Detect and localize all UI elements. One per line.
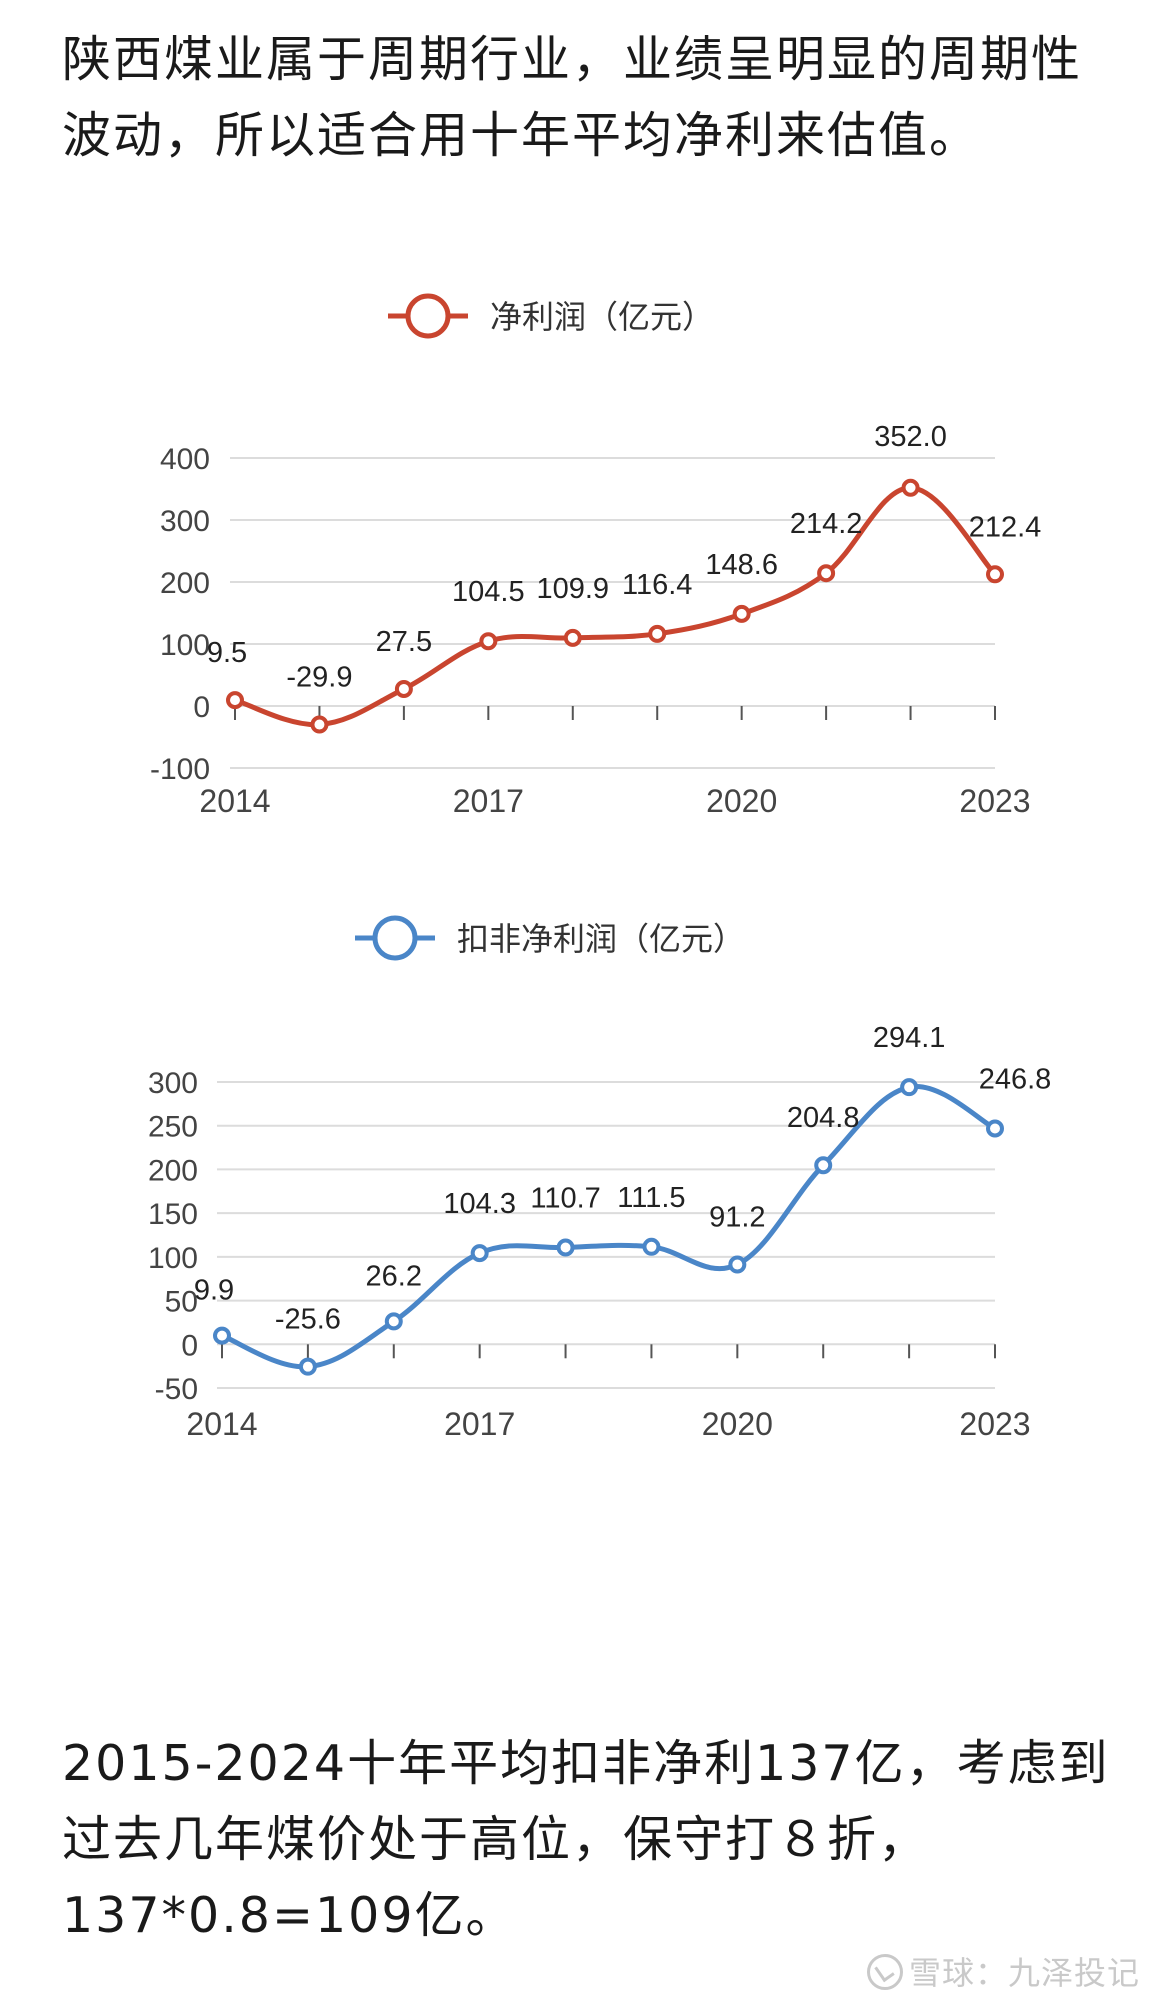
watermark-text: 雪球：九泽投记 — [908, 1954, 1140, 1992]
legend: 净利润（亿元） — [388, 293, 714, 339]
data-point — [384, 1312, 403, 1331]
data-label: -29.9 — [286, 662, 352, 694]
data-label: 27.5 — [376, 626, 432, 658]
data-point — [901, 478, 920, 497]
snowball-logo-icon — [866, 1954, 903, 1990]
data-label: 91.2 — [709, 1202, 765, 1234]
legend-label: 净利润（亿元） — [490, 299, 714, 335]
data-label: 9.5 — [207, 637, 247, 669]
data-label: 204.8 — [787, 1102, 860, 1134]
y-tick-label: 400 — [160, 443, 210, 476]
data-label: 26.2 — [366, 1260, 422, 1292]
data-label: -25.6 — [275, 1304, 341, 1336]
x-tick-label: 2014 — [199, 783, 270, 819]
y-tick-label: 250 — [148, 1111, 198, 1144]
legend: 扣非净利润（亿元） — [355, 915, 745, 961]
data-point — [642, 1237, 661, 1256]
data-label: 214.2 — [790, 508, 863, 540]
x-tick-label: 2023 — [959, 1406, 1030, 1442]
legend-label: 扣非净利润（亿元） — [457, 921, 745, 957]
data-point — [310, 715, 329, 734]
y-tick-label: 0 — [181, 1329, 198, 1362]
deducted-net-profit-chart: 扣非净利润（亿元） 300 250 200 150 100 50 0 -50 2014 2017 20… — [0, 900, 1170, 1460]
x-tick-label: 2017 — [444, 1406, 515, 1442]
data-point — [986, 1119, 1004, 1138]
x-tick-label: 2020 — [706, 783, 777, 819]
data-point — [213, 1326, 231, 1345]
y-tick-label: 300 — [148, 1067, 198, 1100]
x-tick-label: 2017 — [453, 783, 524, 819]
outro-paragraph: 2015-2024十年平均扣非净利137亿，考虑到过去几年煤价处于高位，保守打８… — [62, 1735, 1110, 1944]
data-point — [817, 564, 836, 583]
data-point — [394, 679, 413, 698]
data-point — [732, 604, 751, 623]
y-tick-label: 0 — [193, 691, 210, 724]
data-label: 148.6 — [705, 549, 778, 581]
y-tick-label: -100 — [150, 753, 210, 786]
data-label: 212.4 — [969, 511, 1042, 543]
data-label: 110.7 — [530, 1183, 600, 1215]
data-point — [479, 632, 498, 651]
data-point — [986, 565, 1004, 584]
y-tick-label: -50 — [155, 1373, 198, 1406]
data-point — [470, 1244, 489, 1263]
series-line — [221, 1083, 997, 1370]
legend-marker — [372, 915, 418, 961]
y-tick-label: 100 — [160, 629, 210, 662]
data-point — [226, 691, 244, 710]
data-label: 246.8 — [979, 1064, 1052, 1096]
gridlines: 400 300 200 100 0 -100 — [150, 443, 996, 786]
data-label: 104.3 — [443, 1188, 516, 1220]
data-point — [648, 624, 667, 643]
legend-marker — [405, 293, 451, 339]
data-label: 294.1 — [873, 1022, 946, 1054]
x-tick-label: 2020 — [702, 1406, 773, 1442]
watermark: 雪球：九泽投记 — [866, 1948, 1140, 1994]
gridlines: 300 250 200 150 100 50 0 -50 — [148, 1067, 996, 1406]
data-point — [556, 1238, 575, 1257]
x-tick-label: 2014 — [186, 1406, 257, 1442]
y-tick-label: 100 — [148, 1242, 198, 1275]
y-tick-label: 200 — [160, 567, 210, 600]
net-profit-chart: 净利润（亿元） 400 300 200 100 0 -100 2014 2017 2020 2023… — [0, 270, 1170, 850]
data-label: 116.4 — [622, 569, 692, 601]
y-tick-label: 200 — [148, 1154, 198, 1187]
data-point — [814, 1156, 833, 1175]
data-label: 352.0 — [874, 421, 947, 453]
data-point — [900, 1078, 919, 1097]
data-label: 111.5 — [617, 1182, 685, 1214]
x-tick-label: 2023 — [959, 783, 1030, 819]
y-tick-label: 50 — [165, 1286, 198, 1319]
intro-paragraph: 陕西煤业属于周期行业，业绩呈明显的周期性波动，所以适合用十年平均净利来估值。 — [62, 31, 1083, 164]
data-point — [298, 1357, 317, 1376]
data-point — [728, 1255, 747, 1274]
data-label: 104.5 — [452, 576, 525, 608]
series-line — [234, 485, 997, 728]
y-tick-label: 150 — [148, 1198, 198, 1231]
data-label: 109.9 — [536, 573, 609, 605]
data-label: 9.9 — [194, 1275, 234, 1307]
y-tick-label: 300 — [160, 505, 210, 538]
data-point — [563, 628, 582, 647]
